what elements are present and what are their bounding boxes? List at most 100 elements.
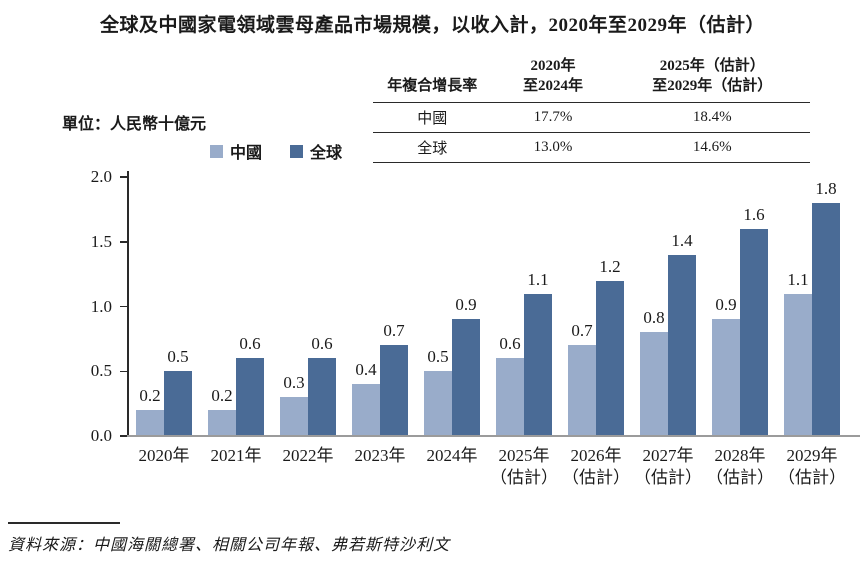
bar-value-label: 0.7	[571, 321, 593, 341]
bar-china: 1.1	[784, 270, 812, 436]
bar-global: 1.2	[596, 257, 624, 436]
bar-value-label: 0.6	[499, 334, 521, 354]
x-tick-label: 2021年	[210, 446, 262, 465]
y-tick	[120, 370, 127, 372]
x-tick-label: 2027年 （估計）	[634, 446, 702, 488]
cagr-header-period1-line1: 2020年	[530, 58, 576, 74]
bar-china: 0.2	[208, 386, 236, 436]
cagr-row-global: 全球 13.0% 14.6%	[373, 132, 810, 162]
bar-group: 0.7 1.2 2026年 （估計）	[562, 177, 630, 487]
y-tick	[120, 176, 127, 178]
bar-value-label: 0.2	[139, 386, 161, 406]
cagr-header-period-2020-2024: 2020年至2024年	[491, 56, 614, 102]
legend-item-global: 全球	[290, 139, 342, 163]
y-tick	[120, 241, 127, 243]
bar-group: 0.5 0.9 2024年	[424, 177, 480, 465]
bar-china: 0.3	[280, 373, 308, 436]
bar-china: 0.7	[568, 321, 596, 436]
bar-group: 0.4 0.7 2023年	[352, 177, 408, 465]
bar-group: 0.8 1.4 2027年 （估計）	[634, 177, 702, 487]
footnote-divider	[8, 522, 120, 524]
cagr-row-china-label: 中國	[417, 110, 448, 127]
plot-area: 0.0 0.5 1.0 1.5 2.0 0.2 0.5 2020年 0.2 0.6 2021年 0.…	[91, 167, 860, 488]
bar-global: 1.8	[812, 179, 840, 436]
x-tick-label: 2023年	[354, 446, 406, 465]
y-tick-label: 0.0	[90, 426, 112, 445]
x-tick-label: 2028年 （估計）	[706, 446, 774, 488]
x-axis-line	[127, 435, 860, 437]
cagr-global-2020-2024: 13.0%	[533, 138, 573, 155]
bar-china: 0.9	[712, 295, 740, 436]
x-tick-label: 2029年 （估計）	[778, 446, 846, 488]
bar-china: 0.6	[496, 334, 524, 436]
bar-group: 0.2 0.5 2020年	[136, 177, 192, 465]
cagr-global-2025-2029: 14.6%	[692, 138, 732, 155]
bar-value-label: 0.7	[383, 321, 405, 341]
bar-value-label: 1.4	[671, 230, 693, 250]
cagr-china-2020-2024: 17.7%	[533, 108, 573, 125]
bar-china: 0.8	[640, 308, 668, 436]
bar-groups: 0.2 0.5 2020年 0.2 0.6 2021年 0.3 0.6 2022年 0.4 0.7 2…	[128, 177, 858, 488]
bar-value-label: 1.1	[527, 269, 549, 289]
china-color-swatch	[210, 144, 223, 158]
bar-china: 0.2	[136, 386, 164, 436]
legend-label-china: 中國	[230, 145, 263, 162]
y-tick-label: 0.5	[90, 361, 112, 381]
bar-value-label: 0.6	[239, 334, 261, 354]
y-tick-label: 2.0	[90, 167, 112, 186]
cagr-header-period2-line2: 至2029年（估計）	[652, 78, 773, 95]
bar-global: 0.5	[164, 347, 192, 436]
x-tick-label: 2020年	[138, 446, 190, 465]
unit-label: 單位：人民幣十億元	[62, 116, 207, 133]
bar-global: 1.1	[524, 270, 552, 436]
bar-value-label: 1.6	[743, 204, 765, 224]
bar-group: 0.6 1.1 2025年 （估計）	[490, 177, 558, 488]
bar-china: 0.5	[424, 347, 452, 436]
x-tick-label: 2025年 （估計）	[490, 446, 558, 488]
cagr-header-metric: 年複合增長率	[387, 78, 478, 95]
y-tick	[120, 435, 127, 437]
bar-value-label: 0.9	[715, 295, 737, 315]
bar-group: 1.1 1.8 2029年 （估計）	[778, 177, 846, 487]
bar-value-label: 0.4	[355, 360, 377, 380]
bar-value-label: 0.3	[283, 373, 305, 393]
y-tick	[120, 305, 127, 308]
bar-global: 0.7	[380, 321, 408, 436]
global-color-swatch	[290, 144, 304, 158]
cagr-row-global-label: 全球	[417, 140, 448, 157]
cagr-china-2025-2029: 18.4%	[692, 108, 732, 125]
cagr-header-period-2025-2029: 2025年（估計） 至2029年（估計）	[615, 56, 811, 102]
bar-global: 0.6	[308, 334, 336, 436]
cagr-header-period1-line2: 至2024年	[522, 78, 583, 95]
bar-value-label: 0.8	[643, 308, 665, 328]
bar-china: 0.4	[352, 360, 380, 436]
legend-item-china: 中國	[210, 139, 262, 163]
bar-group: 0.9 1.6 2028年 （估計）	[706, 177, 774, 487]
bar-value-label: 0.9	[455, 295, 477, 315]
bar-global: 0.6	[236, 334, 264, 436]
cagr-header-row: 年複合增長率 2020年至2024年 2025年（估計） 至2029年（估計）	[373, 56, 810, 102]
source-note: 資料來源：中國海關總署、相關公司年報、弗若斯特沙利文	[8, 537, 451, 554]
x-tick-label: 2026年 （估計）	[562, 446, 630, 488]
cagr-table: 年複合增長率 2020年至2024年 2025年（估計） 至2029年（估計） 中…	[373, 56, 810, 163]
cagr-header-period2-line1: 2025年（估計）	[659, 58, 765, 74]
bar-global: 1.4	[668, 231, 696, 436]
bar-global: 0.9	[452, 295, 480, 436]
bar-value-label: 0.6	[311, 334, 333, 354]
x-tick-label: 2024年	[426, 446, 478, 465]
bar-group: 0.2 0.6 2021年	[208, 177, 264, 465]
y-tick-label: 1.0	[90, 296, 112, 316]
cagr-row-china: 中國 17.7% 18.4%	[373, 102, 810, 132]
bar-value-label: 0.5	[167, 347, 189, 367]
x-tick-label: 2022年	[282, 446, 334, 465]
bar-global: 1.6	[740, 205, 768, 436]
bar-value-label: 1.1	[787, 269, 809, 289]
y-axis-line	[127, 171, 129, 436]
bar-value-label: 0.2	[211, 386, 233, 406]
y-tick-label: 1.5	[90, 231, 112, 251]
legend: 中國 全球	[210, 139, 342, 163]
bar-value-label: 1.2	[599, 256, 621, 276]
legend-label-global: 全球	[310, 145, 343, 162]
chart-title: 全球及中國家電領域雲母產品市場規模，以收入計，2020年至2029年（估計）	[99, 15, 765, 36]
